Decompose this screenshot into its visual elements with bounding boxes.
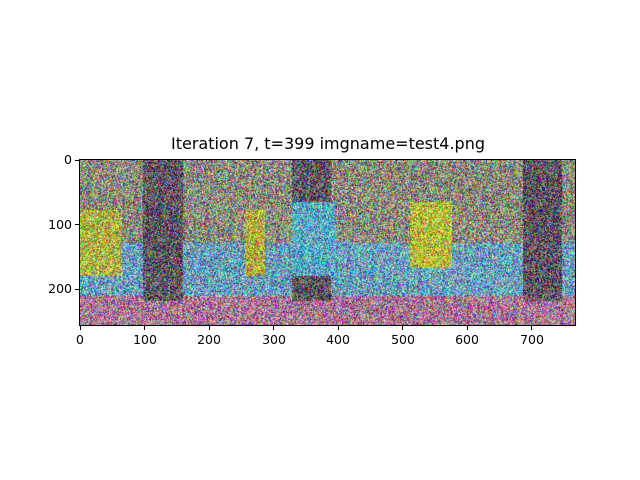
- x-tick-mark: [402, 326, 403, 330]
- y-tick-mark: [75, 224, 79, 225]
- image-axes: [79, 159, 576, 326]
- x-tick-label: 500: [391, 332, 415, 347]
- x-tick-mark: [144, 326, 145, 330]
- x-tick-label: 100: [133, 332, 157, 347]
- x-tick-label: 700: [520, 332, 544, 347]
- x-tick-mark: [338, 326, 339, 330]
- x-tick-label: 0: [76, 332, 84, 347]
- noisy-image: [80, 160, 575, 325]
- figure-title: Iteration 7, t=399 imgname=test4.png: [170, 134, 486, 153]
- x-tick-label: 300: [262, 332, 286, 347]
- x-tick-mark: [467, 326, 468, 330]
- y-tick-label: 200: [48, 281, 72, 296]
- y-tick-label: 0: [64, 152, 72, 167]
- x-tick-mark: [80, 326, 81, 330]
- x-tick-label: 600: [455, 332, 479, 347]
- x-tick-mark: [273, 326, 274, 330]
- x-tick-label: 400: [326, 332, 350, 347]
- x-tick-label: 200: [197, 332, 221, 347]
- x-tick-mark: [209, 326, 210, 330]
- y-tick-mark: [75, 160, 79, 161]
- y-tick-mark: [75, 289, 79, 290]
- y-tick-label: 100: [48, 217, 72, 232]
- x-tick-mark: [531, 326, 532, 330]
